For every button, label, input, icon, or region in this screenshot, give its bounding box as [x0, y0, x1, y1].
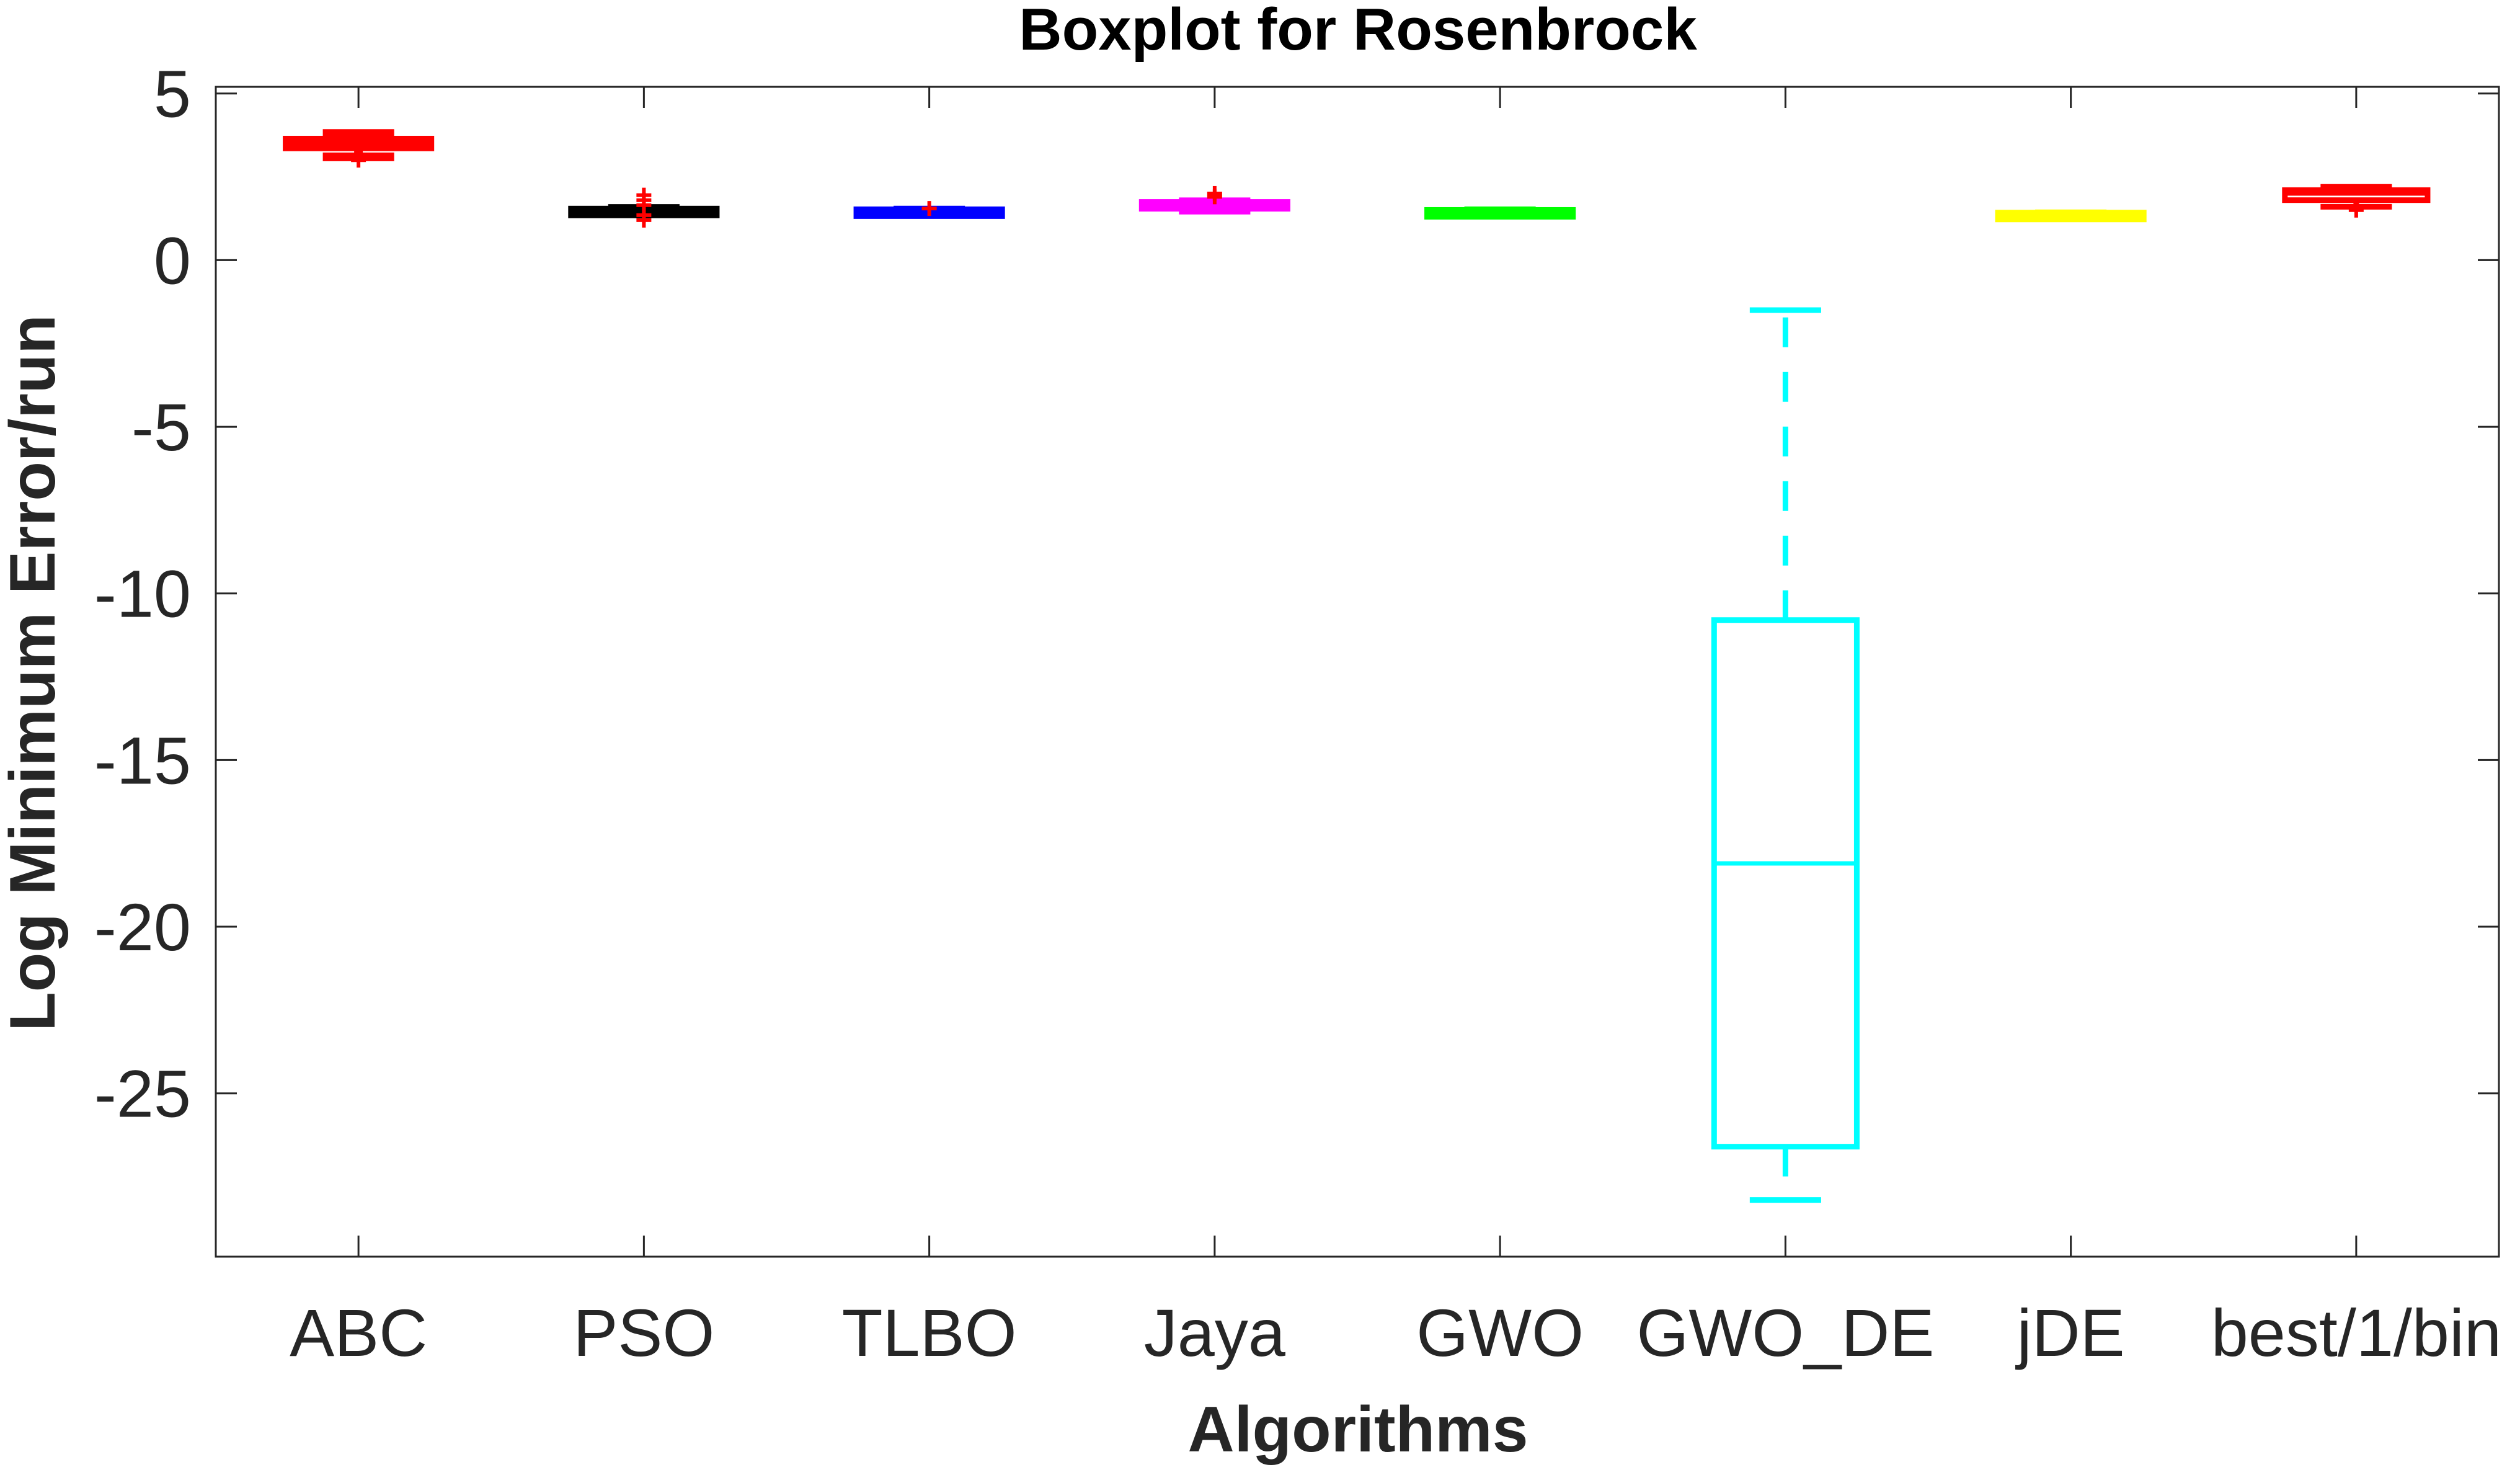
box-pso: [568, 187, 720, 228]
x-axis-label: Algorithms: [1188, 1394, 1528, 1466]
y-tick-label: -10: [94, 556, 191, 631]
x-tick-label: jDE: [2015, 1295, 2125, 1370]
boxes-layer: [283, 129, 2431, 1203]
x-tick-label: Jaya: [1144, 1295, 1286, 1370]
chart-title: Boxplot for Rosenbrock: [1019, 0, 1697, 63]
x-tick-label: ABC: [290, 1295, 427, 1370]
y-axis-label: Log Minimum Error/run: [0, 314, 69, 1032]
y-tick-label: 0: [154, 223, 191, 298]
y-tick-label: -20: [94, 889, 191, 965]
x-tick-label: best/1/bin: [2211, 1295, 2501, 1370]
box-best-1-bin: [2282, 184, 2431, 218]
y-tick-label: -25: [94, 1056, 191, 1131]
box-iqr: [1711, 617, 1860, 1150]
box-jde: [1995, 209, 2147, 223]
y-tick-label: -5: [131, 390, 191, 465]
x-tick-label: GWO: [1416, 1295, 1584, 1370]
x-tick-label: PSO: [573, 1295, 714, 1370]
box-abc: [283, 129, 435, 168]
y-tick-label: -15: [94, 723, 191, 798]
box-tlbo: [853, 201, 1005, 219]
x-axis: ABC PSO TLBO Jaya GWO GWO_DE jDE best/1/bin: [290, 87, 2501, 1370]
x-tick-label: GWO_DE: [1636, 1295, 1934, 1370]
y-axis: 5 0 -5 -10 -15 -20 -25: [94, 56, 2499, 1131]
x-tick-label: TLBO: [842, 1295, 1017, 1370]
box-jaya: [1138, 185, 1290, 215]
box-gwo: [1424, 206, 1576, 220]
box-gwo-de: [1711, 307, 1860, 1203]
plot-area-frame: [215, 86, 2500, 1258]
y-tick-label: 5: [154, 56, 191, 131]
